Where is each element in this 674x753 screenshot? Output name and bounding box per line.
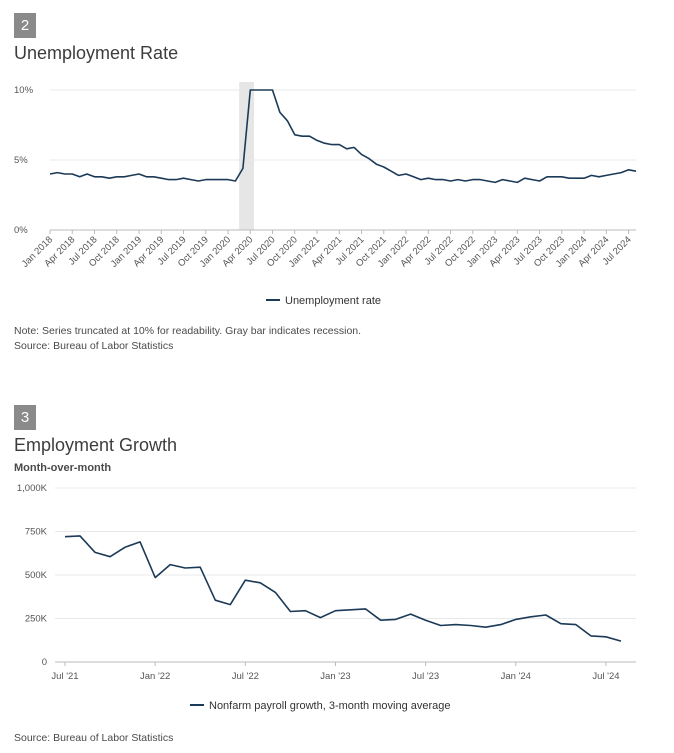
y-tick-label: 250K: [25, 614, 48, 625]
x-tick-label: Jul '24: [592, 671, 619, 682]
x-tick-label: Jul '22: [232, 671, 259, 682]
y-tick-label: 5%: [14, 155, 28, 166]
chart-subtitle: Month-over-month: [14, 462, 112, 474]
legend: Unemployment rate: [266, 295, 381, 307]
x-tick-label: Jul '21: [51, 671, 78, 682]
x-tick-label: Jul '23: [412, 671, 439, 682]
note-text: Note: Series truncated at 10% for readab…: [14, 325, 362, 337]
recession-band: [239, 82, 254, 230]
source-text: Source: Bureau of Labor Statistics: [14, 340, 174, 352]
chart-note: Note: Series truncated at 10% for readab…: [14, 324, 361, 354]
y-tick-label: 500K: [25, 570, 48, 581]
chart-number-badge: 2: [14, 13, 36, 38]
chart-source: Source: Bureau of Labor Statistics: [14, 732, 174, 744]
series-line-unemployment-rate: [49, 89, 637, 184]
chart-title: Unemployment Rate: [14, 43, 179, 63]
y-tick-label: 750K: [25, 527, 48, 538]
legend-label: Nonfarm payroll growth, 3-month moving a…: [209, 700, 451, 712]
chart-number-badge: 3: [14, 405, 36, 430]
chart-title: Employment Growth: [14, 435, 178, 455]
series-line-payroll-growth: [64, 535, 622, 642]
legend: Nonfarm payroll growth, 3-month moving a…: [190, 700, 451, 712]
x-tick-label: Jan '22: [140, 671, 170, 682]
x-tick-label: Jan '24: [501, 671, 531, 682]
x-tick-label: Jan '23: [320, 671, 350, 682]
y-tick-label: 1,000K: [17, 483, 48, 494]
y-tick-label: 0%: [14, 225, 28, 236]
y-tick-label: 10%: [14, 85, 34, 96]
legend-label: Unemployment rate: [285, 295, 381, 307]
y-tick-label: 0: [42, 657, 47, 668]
